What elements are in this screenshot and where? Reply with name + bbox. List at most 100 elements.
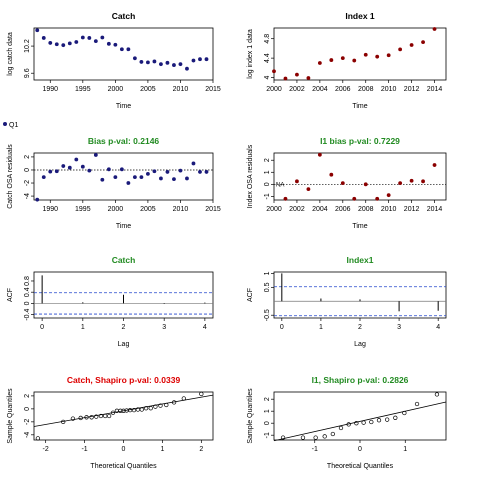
y-tick-label: 2 [264,158,271,162]
x-tick-label: 3 [162,324,166,331]
panel-title: Bias p-val: 0.2146 [88,136,160,146]
data-point [204,57,209,62]
data-point [363,182,368,187]
qq-point [61,419,66,424]
data-point [106,41,111,46]
x-axis-label: Time [352,223,367,230]
panel-p1: Catch 1990 1995 2000 2005 2010 2015 9.6 10.2 Time… [7,11,221,110]
data-point [159,176,163,181]
data-point [113,175,118,180]
x-tick-label: 4 [203,324,207,331]
y-tick-label: 2 [24,394,31,398]
qq-point [322,434,327,439]
data-point [198,170,202,174]
qq-point [171,400,177,405]
data-point [432,27,437,31]
data-point [204,170,209,174]
qq-point [338,425,344,431]
panel-p4: I1 bias p-val: 0.7229 2000 2002 2004 2006 200… [247,136,447,230]
data-point [67,165,72,170]
y-axis-label: ACF [7,288,14,302]
qq-point [376,418,382,423]
y-tick-label: 1 [264,271,271,275]
data-point [295,72,299,77]
data-point [198,57,202,62]
data-point [48,169,53,174]
panel-title: Catch, Shapiro p-val: 0.0339 [67,375,181,385]
data-point [178,168,183,173]
data-point [159,62,163,67]
data-point [317,61,322,65]
qq-point [369,419,374,425]
data-point [113,42,118,47]
data-point [126,47,131,52]
x-tick-label: 1990 [42,86,58,93]
na-label: NA [276,182,284,188]
data-point [106,167,111,172]
data-point [398,47,403,52]
data-point [283,196,288,201]
legend-marker [3,122,7,126]
plot-frame [273,152,447,201]
qq-point [402,410,407,416]
panel-p5: Catch 0 1 2 3 4 -0.4 0 0.40.8 Lag ACF [7,255,214,348]
x-tick-label: 1 [81,324,85,331]
y-tick-label: 4.4 [264,53,271,63]
data-point [48,41,53,45]
data-point [139,60,144,64]
data-point [119,47,124,52]
x-tick-label: 2000 [108,206,124,213]
qq-point [393,415,398,420]
y-tick-label: 10.2 [24,39,31,53]
data-point [172,63,176,67]
x-tick-label: -2 [43,446,49,453]
x-tick-label: 2015 [205,206,221,213]
panel-title: Catch [112,255,136,265]
y-axis-label: ACF [247,288,254,302]
panel-title: Catch [112,11,136,21]
qq-point [153,404,158,409]
qq-point [181,396,186,401]
data-point [80,35,85,40]
legend: Q1 [3,122,18,129]
data-point [35,28,40,33]
qq-point [385,417,390,422]
y-tick-label: -4 [24,193,31,199]
data-point [191,58,196,63]
data-point [54,42,59,47]
data-point [317,152,322,157]
x-tick-label: 0 [40,324,44,331]
qq-point [106,413,112,419]
panel-p6: Index1 0 1 2 3 4 -0.5 0.5 1 Lag ACF [247,255,447,348]
data-point [306,187,311,192]
y-tick-label: 9.6 [24,68,31,78]
y-tick-label: -4 [24,432,31,438]
qq-reference-line [273,401,447,442]
x-tick-label: 4 [436,324,440,331]
x-tick-label: 2006 [335,206,351,213]
data-point [185,66,189,71]
x-tick-label: 2014 [427,206,443,213]
data-point [295,179,299,184]
plot-frame [33,27,214,81]
data-point [93,153,98,157]
data-point [41,36,46,40]
data-point [329,172,334,177]
panel-title: I1, Shapiro p-val: 0.2826 [312,375,409,385]
y-tick-label: 0 [24,301,31,305]
y-tick-label: 4 [264,76,271,80]
data-point [375,196,380,201]
data-point [61,164,66,168]
x-tick-label: 2000 [266,86,282,93]
qq-point [103,413,108,419]
plot-frame [273,391,447,441]
y-axis-label: Sample Quantiles [247,388,254,444]
y-tick-label: -0.5 [264,309,271,321]
data-point [54,169,59,174]
data-point [185,176,189,181]
data-point [146,171,150,176]
data-point [165,60,170,65]
qq-point [158,403,163,408]
data-point [432,163,437,167]
